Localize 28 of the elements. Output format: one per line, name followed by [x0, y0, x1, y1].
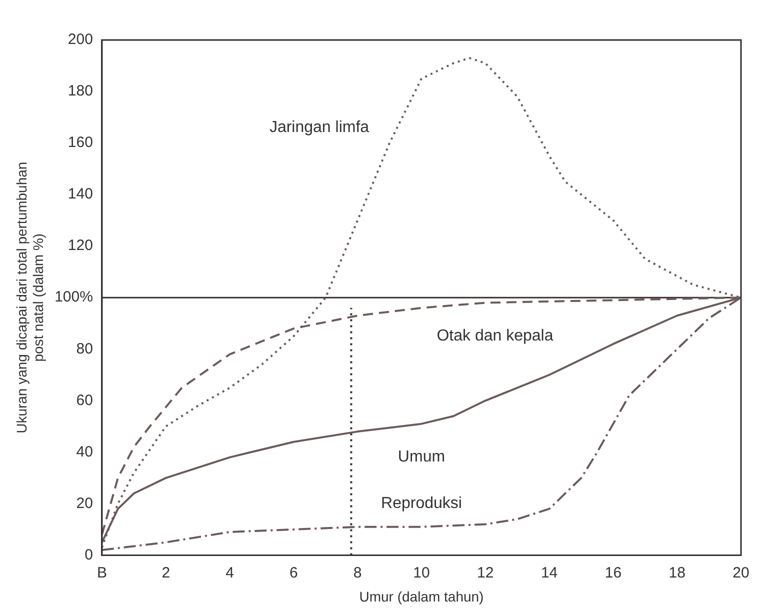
- x-tick-label: 8: [353, 564, 362, 582]
- x-tick-label: 4: [226, 564, 234, 582]
- x-tick-label: 6: [290, 564, 298, 582]
- x-axis-title: Umur (dalam tahun): [359, 588, 484, 604]
- x-tick-label: 18: [668, 564, 686, 582]
- y-tick-label: 120: [68, 237, 93, 254]
- series-label: Otak dan kepala: [436, 328, 554, 345]
- x-tick-label: 20: [732, 564, 750, 582]
- x-tick-label: 12: [477, 564, 494, 582]
- x-tick-label: 10: [413, 564, 430, 582]
- y-tick-label: 60: [76, 392, 93, 409]
- series-label: Umum: [398, 448, 446, 466]
- y-axis-title: Ukuran yang dicapai dari total pertumbuhan post natal (dalam %): [13, 162, 46, 434]
- y-tick-label: 140: [68, 186, 93, 203]
- y-tick-label: 80: [76, 340, 93, 358]
- y-tick-label: 40: [76, 443, 93, 460]
- x-tick-label: 2: [162, 564, 170, 582]
- x-tick-label: 14: [540, 564, 558, 582]
- series-label: Jaringan limfa: [269, 118, 370, 136]
- y-tick-label: 180: [68, 82, 93, 100]
- y-tick-label: 160: [68, 134, 93, 152]
- y-tick-label: 0: [84, 546, 93, 564]
- x-tick-label: B: [96, 564, 107, 582]
- y-tick-label: 20: [76, 494, 93, 512]
- y-tick-label: 100%: [54, 288, 93, 306]
- x-tick-label: 16: [604, 564, 622, 582]
- y-tick-label: 200: [68, 31, 93, 48]
- series-label: Reproduksi: [381, 495, 462, 512]
